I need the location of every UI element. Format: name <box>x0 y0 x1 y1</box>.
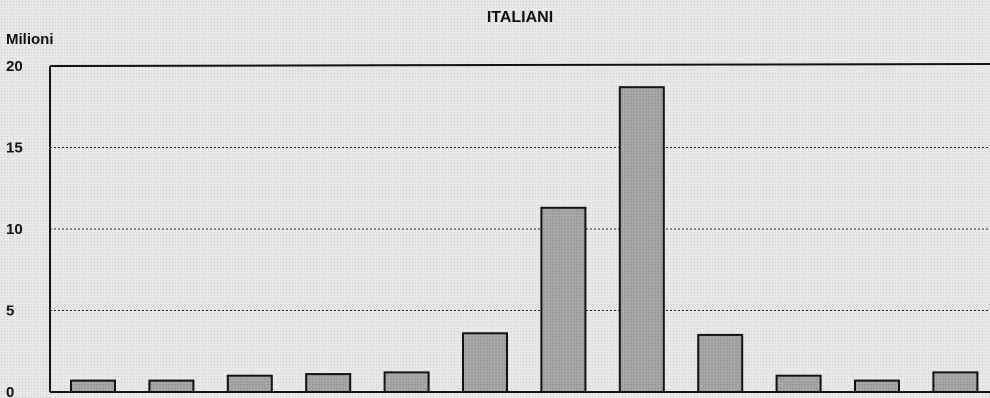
gridlines <box>50 147 990 311</box>
bar-12 <box>932 371 979 393</box>
chart-title: ITALIANI <box>487 9 553 26</box>
bar-3 <box>226 374 273 394</box>
y-tick-labels: 0 5 10 15 20 <box>6 58 23 398</box>
bar-10 <box>775 374 822 394</box>
bar-6 <box>462 332 508 393</box>
bar-2 <box>148 379 195 394</box>
y-tick-label-0: 0 <box>6 384 14 398</box>
axes <box>49 63 990 393</box>
top-frame-line <box>49 63 990 67</box>
bar-5 <box>383 371 430 393</box>
y-axis-label: Milioni <box>6 31 54 48</box>
bar-9 <box>697 333 744 393</box>
bar-7 <box>540 206 587 393</box>
y-tick-label-5: 5 <box>6 303 14 320</box>
bar-8 <box>618 86 665 393</box>
y-tick-label-20: 20 <box>6 58 23 75</box>
y-tick-label-10: 10 <box>6 221 23 238</box>
bar-4 <box>305 373 352 394</box>
bar-1 <box>70 379 116 394</box>
bar-11 <box>854 379 900 394</box>
bars <box>70 86 979 394</box>
y-tick-label-15: 15 <box>6 140 23 157</box>
